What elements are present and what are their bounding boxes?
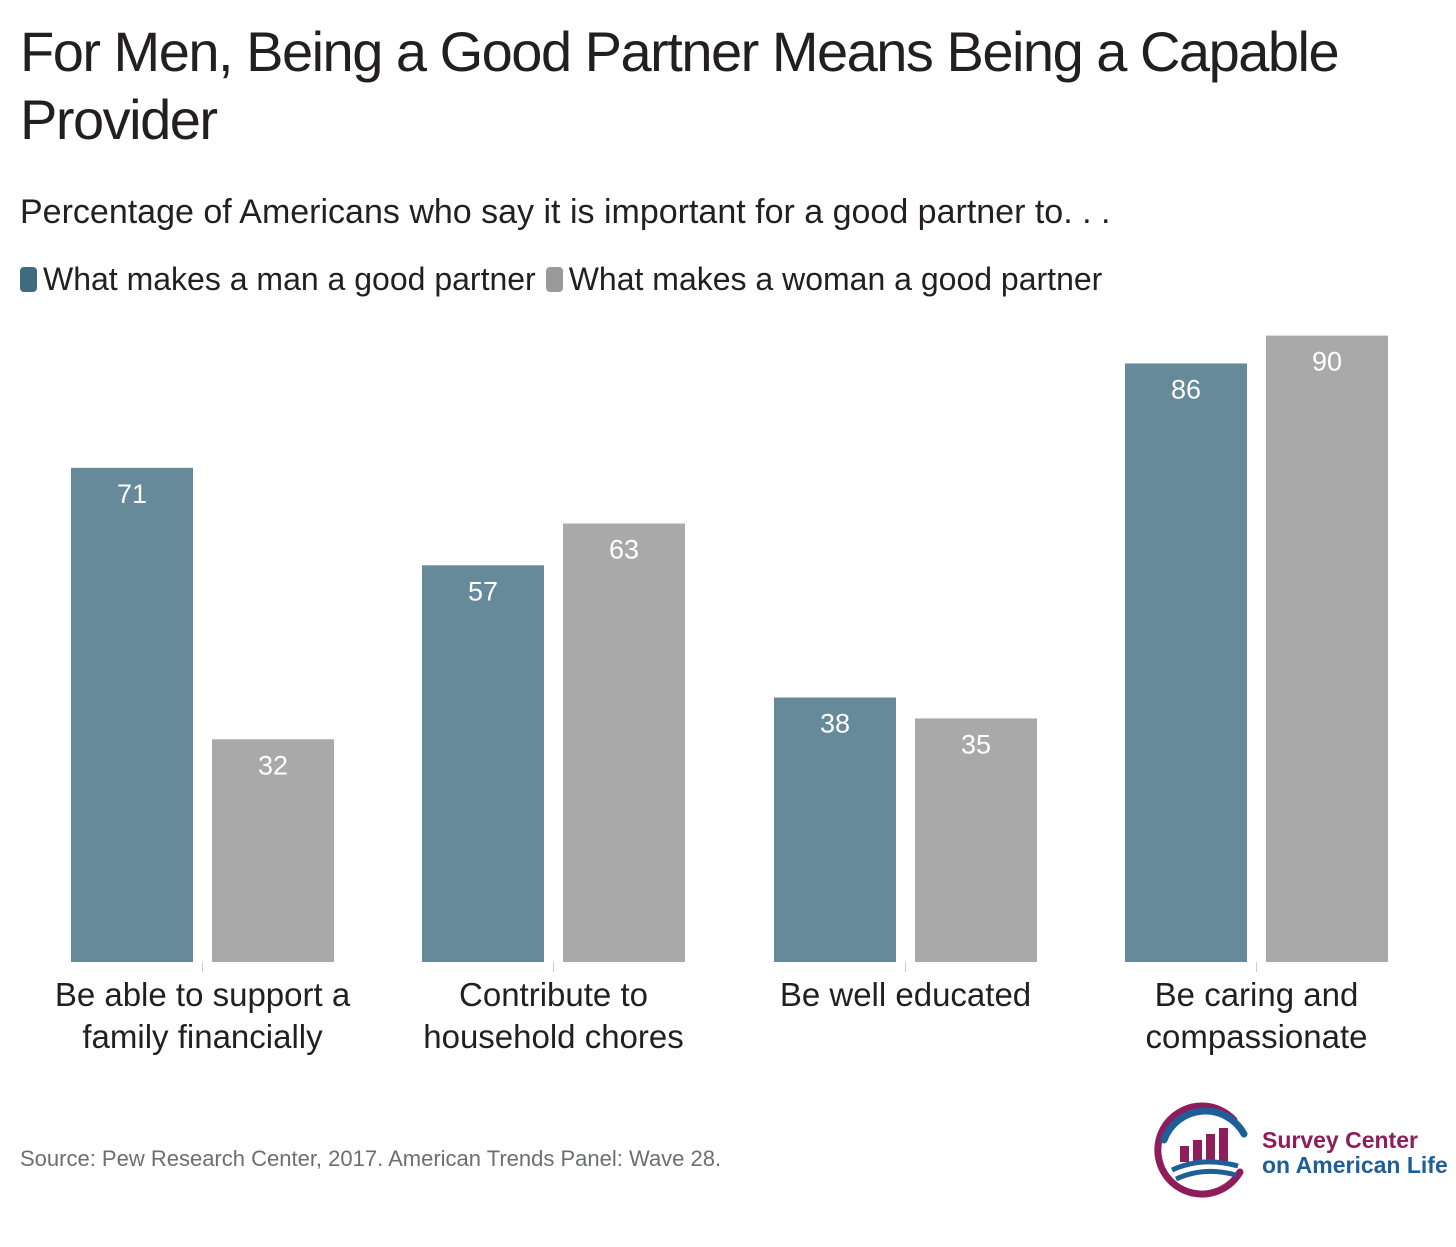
data-label-household-chores-men: 57: [468, 576, 498, 606]
logo-icon: [1154, 1102, 1248, 1198]
legend-swatch-women: [545, 266, 563, 292]
legend-label-women: What makes a woman a good partner: [568, 261, 1103, 297]
x-tick-label-household-chores: Contribute to household chores: [423, 976, 684, 1055]
bar-chart: 71 32 Be able to support a family financial…: [55, 335, 1388, 1055]
logo-line-2: on American Life: [1262, 1152, 1448, 1178]
data-label-caring-compassionate-women: 90: [1312, 347, 1342, 377]
data-label-support-family-women: 32: [258, 750, 288, 780]
bar-well-educated-women: [915, 718, 1037, 962]
source-note: Source: Pew Research Center, 2017. Ameri…: [20, 1146, 722, 1171]
survey-center-logo: Survey Center on American Life: [1150, 1100, 1450, 1200]
logo-line-1: Survey Center: [1262, 1127, 1418, 1153]
legend-label-men: What makes a man a good partner: [43, 261, 536, 297]
bar-caring-compassionate-men: [1125, 363, 1247, 962]
chart-title: For Men, Being a Good Partner Means Bein…: [20, 20, 1340, 151]
chart-legend: What makes a man a good partner What mak…: [20, 259, 1112, 299]
data-label-support-family-men: 71: [117, 479, 147, 509]
bar-caring-compassionate-women: [1266, 335, 1388, 963]
data-label-well-educated-women: 35: [961, 729, 991, 759]
legend-item-women: What makes a woman a good partner: [545, 259, 1103, 299]
bar-well-educated-men: [774, 697, 896, 962]
x-tick-label-caring-compassionate: Be caring and compassionate: [1146, 976, 1368, 1055]
legend-item-men: What makes a man a good partner: [20, 259, 536, 299]
legend-swatch-men: [20, 266, 37, 292]
x-tick-label-support-family: Be able to support a family financially: [55, 976, 351, 1055]
chart-subtitle: Percentage of Americans who say it is im…: [20, 193, 1111, 231]
bar-household-chores-women: [563, 523, 685, 962]
data-label-caring-compassionate-men: 86: [1171, 374, 1201, 404]
bar-household-chores-men: [422, 565, 544, 962]
data-label-well-educated-men: 38: [820, 709, 850, 739]
data-label-household-chores-women: 63: [609, 535, 639, 565]
logo-text: Survey Center on American Life: [1262, 1128, 1448, 1178]
x-tick-label-well-educated: Be well educated: [780, 976, 1031, 1013]
bar-support-family-men: [71, 467, 193, 962]
bar-support-family-women: [212, 739, 334, 962]
